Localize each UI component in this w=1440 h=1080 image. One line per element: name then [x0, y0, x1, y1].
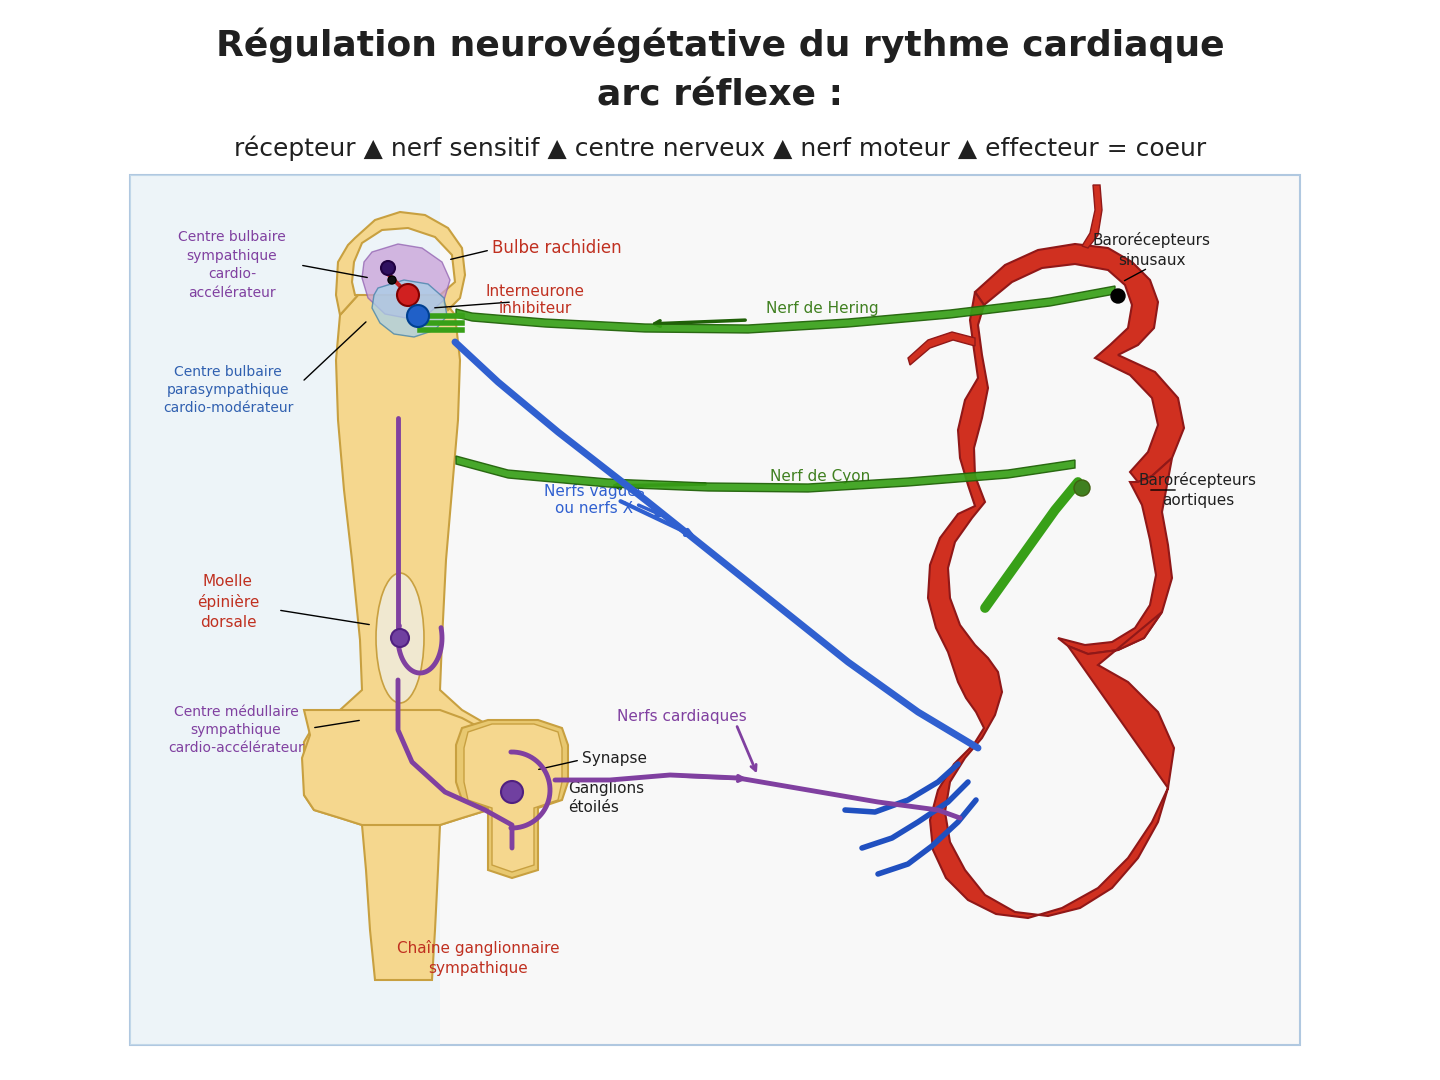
Text: Barorécepteurs
aortiques: Barorécepteurs aortiques — [1139, 472, 1257, 508]
Polygon shape — [456, 456, 1076, 492]
Polygon shape — [1081, 185, 1102, 248]
Text: Chaîne ganglionnaire
sympathique: Chaîne ganglionnaire sympathique — [396, 940, 559, 976]
Text: Centre bulbaire
parasympathique
cardio-modérateur: Centre bulbaire parasympathique cardio-m… — [163, 365, 294, 416]
Text: arc réflexe :: arc réflexe : — [598, 78, 842, 112]
Text: Nerfs cardiaques: Nerfs cardiaques — [618, 708, 747, 724]
Polygon shape — [456, 286, 1115, 333]
FancyBboxPatch shape — [130, 175, 1300, 1045]
Circle shape — [382, 261, 395, 275]
Text: Nerfs vagues
ou nerfs X: Nerfs vagues ou nerfs X — [544, 484, 644, 516]
Text: Nerf de Cyon: Nerf de Cyon — [770, 469, 870, 484]
Text: Barorécepteurs
sinusaux: Barorécepteurs sinusaux — [1093, 232, 1211, 268]
FancyBboxPatch shape — [130, 175, 441, 1045]
Text: Nerf de Hering: Nerf de Hering — [766, 301, 878, 316]
Polygon shape — [909, 332, 975, 365]
Circle shape — [408, 305, 429, 327]
Text: Interneurone
inhibiteur: Interneurone inhibiteur — [485, 284, 585, 316]
Circle shape — [397, 284, 419, 306]
Text: Ganglions
étoilés: Ganglions étoilés — [567, 781, 644, 815]
Polygon shape — [464, 724, 562, 872]
Polygon shape — [927, 292, 1174, 918]
Text: Centre bulbaire
sympathique
cardio-
accélérateur: Centre bulbaire sympathique cardio- accé… — [179, 230, 287, 299]
Circle shape — [1074, 480, 1090, 496]
Polygon shape — [456, 720, 567, 878]
Polygon shape — [1058, 458, 1172, 654]
Text: Bulbe rachidien: Bulbe rachidien — [492, 239, 622, 257]
Polygon shape — [975, 244, 1184, 482]
Text: Moelle
épinière
dorsale: Moelle épinière dorsale — [197, 573, 259, 630]
Polygon shape — [304, 295, 498, 980]
Circle shape — [387, 276, 396, 284]
Text: Synapse: Synapse — [582, 751, 647, 766]
Circle shape — [1112, 289, 1125, 303]
Polygon shape — [372, 280, 446, 337]
Polygon shape — [361, 244, 449, 318]
Text: Régulation neurovégétative du rythme cardiaque: Régulation neurovégétative du rythme car… — [216, 27, 1224, 63]
Text: Centre médullaire
sympathique
cardio-accélérateur: Centre médullaire sympathique cardio-acc… — [168, 704, 304, 755]
Polygon shape — [302, 710, 503, 825]
Circle shape — [392, 629, 409, 647]
Text: récepteur ▲ nerf sensitif ▲ centre nerveux ▲ nerf moteur ▲ effecteur = coeur: récepteur ▲ nerf sensitif ▲ centre nerve… — [233, 135, 1207, 161]
Polygon shape — [336, 212, 465, 315]
Circle shape — [501, 781, 523, 804]
Ellipse shape — [376, 573, 423, 703]
